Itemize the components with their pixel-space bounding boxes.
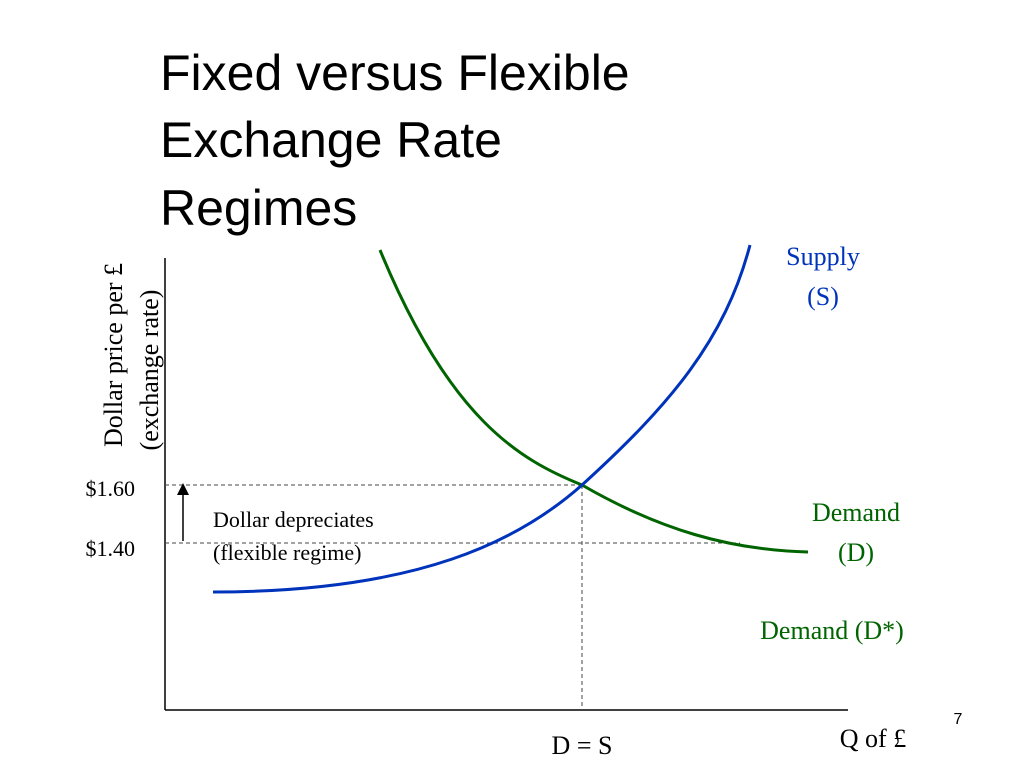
annotation: Dollar depreciates bbox=[213, 507, 374, 532]
price-label: $1.40 bbox=[86, 536, 136, 561]
supply-curve bbox=[212, 244, 752, 594]
title-line: Exchange Rate bbox=[160, 112, 502, 168]
equilibrium-label: D = S bbox=[552, 731, 613, 760]
demand-curve bbox=[378, 249, 809, 554]
title-line: Fixed versus Flexible bbox=[160, 45, 630, 101]
price-label: $1.60 bbox=[86, 476, 136, 501]
demand-label: (D) bbox=[838, 538, 874, 567]
demand-label: Demand bbox=[812, 498, 900, 527]
page-number: 7 bbox=[954, 711, 963, 728]
annotation: (flexible regime) bbox=[213, 540, 361, 565]
demand-new-label: Demand (D*) bbox=[760, 616, 904, 645]
supply-label: Supply bbox=[786, 242, 860, 271]
y-axis-label: Dollar price per £ bbox=[99, 263, 128, 447]
y-axis-label: (exchange rate) bbox=[135, 290, 164, 451]
supply-label: (S) bbox=[807, 282, 839, 311]
title-line: Regimes bbox=[160, 180, 357, 236]
x-axis-label: Q of £ bbox=[840, 724, 906, 753]
